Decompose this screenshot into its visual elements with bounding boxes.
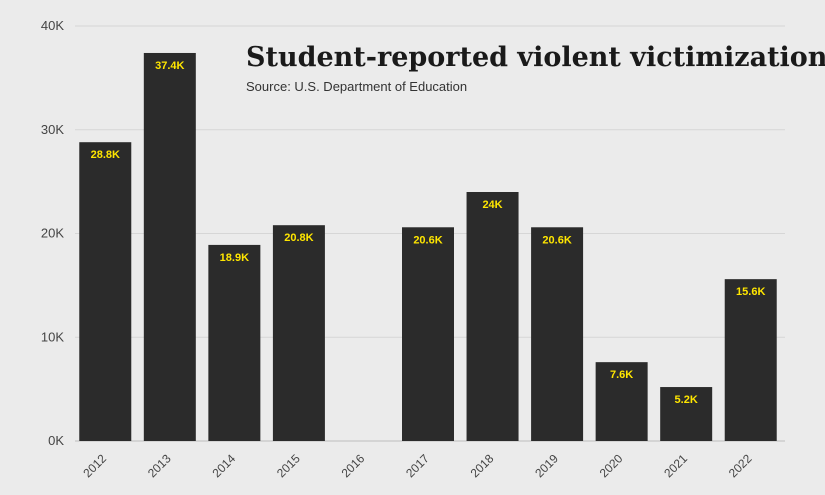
data-label-2013: 37.4K xyxy=(155,60,184,72)
y-tick-label: 0K xyxy=(48,433,64,448)
data-label-2020: 7.6K xyxy=(610,369,633,381)
data-label-2015: 20.8K xyxy=(284,232,313,244)
x-tick-label: 2015 xyxy=(274,451,303,480)
x-tick-label: 2019 xyxy=(532,451,561,480)
chart-title: Student-reported violent victimization xyxy=(246,42,825,73)
y-tick-label: 20K xyxy=(41,226,64,241)
data-label-2021: 5.2K xyxy=(675,394,698,406)
x-tick-label: 2022 xyxy=(726,451,755,480)
y-tick-label: 30K xyxy=(41,122,64,137)
bar-2020 xyxy=(595,362,648,441)
data-label-2014: 18.9K xyxy=(220,252,249,264)
bar-2014 xyxy=(208,244,261,441)
bar-2019 xyxy=(531,227,584,441)
x-tick-label: 2012 xyxy=(80,451,109,480)
x-tick-label: 2017 xyxy=(403,451,432,480)
x-axis: 2012 2013 2014 2015 2016 2017 2018 2019 2020 2021… xyxy=(80,451,754,480)
bar-2015 xyxy=(272,225,325,441)
chart-subtitle: Source: U.S. Department of Education xyxy=(246,79,467,94)
bar-2018 xyxy=(466,192,519,441)
data-label-2022: 15.6K xyxy=(736,286,765,298)
data-label-2019: 20.6K xyxy=(542,234,571,246)
x-tick-label: 2020 xyxy=(597,451,626,480)
x-tick-label: 2014 xyxy=(209,451,238,480)
bar-2021 xyxy=(660,387,713,441)
bar-2012 xyxy=(79,142,132,441)
x-tick-label: 2018 xyxy=(468,451,497,480)
data-label-2017: 20.6K xyxy=(413,234,442,246)
x-tick-label: 2021 xyxy=(661,451,690,480)
y-tick-label: 40K xyxy=(41,18,64,33)
data-label-2012: 28.8K xyxy=(91,149,120,161)
y-tick-label: 10K xyxy=(41,329,64,344)
bar-2013 xyxy=(143,52,196,441)
x-tick-label: 2016 xyxy=(339,451,368,480)
x-tick-label: 2013 xyxy=(145,451,174,480)
bar-2022 xyxy=(724,279,777,441)
data-labels-layer: 28.8K 37.4K 18.9K 20.8K 20.6K 24K 20.6K 7.6K 5.2… xyxy=(91,60,766,406)
data-label-2018: 24K xyxy=(482,199,502,211)
bars-layer xyxy=(79,52,777,441)
bar-2017 xyxy=(402,227,454,441)
